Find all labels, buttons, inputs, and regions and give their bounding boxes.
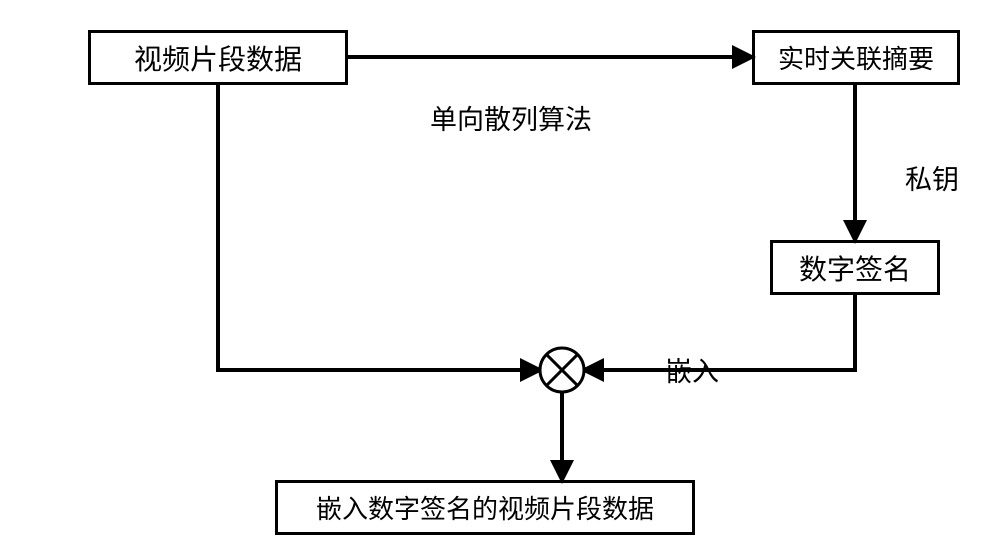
node-realtime-summary: 实时关联摘要 [752,30,960,85]
node-label: 数字签名 [799,248,911,288]
node-label: 实时关联摘要 [778,39,934,76]
node-digital-signature: 数字签名 [770,240,940,295]
edge-label-private-key: 私钥 [905,158,959,197]
diagram-canvas: 视频片段数据 实时关联摘要 数字签名 嵌入数字签名的视频片段数据 单向散列算法 … [0,0,1000,557]
node-label: 视频片段数据 [134,38,302,78]
node-video-data: 视频片段数据 [88,30,348,85]
node-embedded-output: 嵌入数字签名的视频片段数据 [275,480,695,535]
node-label: 嵌入数字签名的视频片段数据 [316,489,654,526]
edge-label-embed: 嵌入 [665,350,719,389]
edge-label-hash: 单向散列算法 [430,98,592,137]
